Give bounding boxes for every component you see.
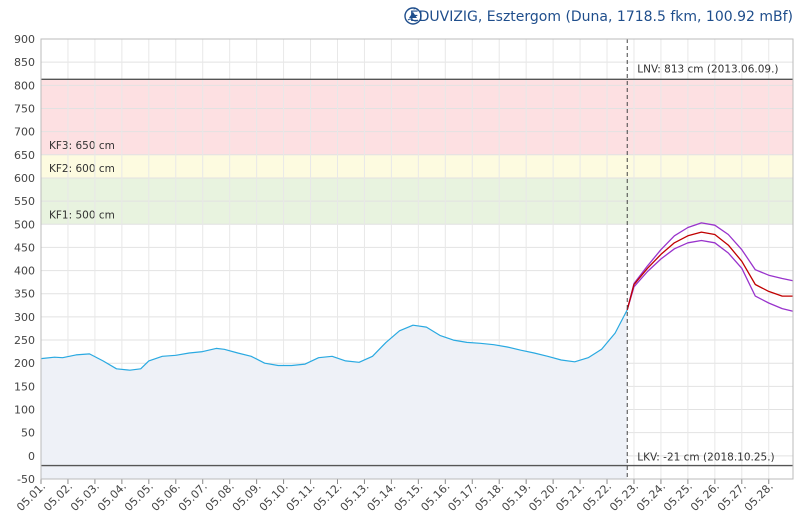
flood-level-bands: KF1: 500 cm KF2: 600 cm KF3: 650 cm xyxy=(41,79,793,225)
level-band-label: KF3: 650 cm xyxy=(49,140,115,152)
level-band xyxy=(41,154,793,178)
x-tick-label: 05.25. xyxy=(661,480,695,514)
x-tick-label: 05.17. xyxy=(445,480,479,514)
x-tick-label: 05.14. xyxy=(365,480,399,514)
x-tick-label: 05.22. xyxy=(580,480,614,514)
x-tick-label: 05.09. xyxy=(230,480,264,514)
x-tick-label: 05.16. xyxy=(418,480,452,514)
level-band xyxy=(41,79,793,155)
x-tick-label: 05.21. xyxy=(553,480,587,514)
y-tick-label: 200 xyxy=(14,357,35,370)
y-tick-label: 400 xyxy=(14,265,35,278)
reference-lines: LNV: 813 cm (2013.06.09.) LKV: -21 cm (20… xyxy=(41,39,793,479)
x-tick-label: 05.20. xyxy=(526,480,560,514)
series-line-forecast xyxy=(626,231,793,311)
chart-header: ÉDUVIZIG, Esztergom (Duna, 1718.5 fkm, 1… xyxy=(404,7,793,25)
lnv-label: LNV: 813 cm (2013.06.09.) xyxy=(637,63,778,75)
level-band-label: KF1: 500 cm xyxy=(49,209,115,221)
y-tick-label: 600 xyxy=(14,172,35,185)
x-axis: 05.01.05.02.05.03.05.04.05.05.05.06.05.0… xyxy=(14,479,776,514)
x-tick-label: 05.28. xyxy=(742,480,776,514)
y-tick-label: 100 xyxy=(14,404,35,417)
x-tick-label: 05.18. xyxy=(472,480,506,514)
y-tick-label: -50 xyxy=(17,473,35,486)
x-tick-label: 05.05. xyxy=(122,480,156,514)
chart-title: ÉDUVIZIG, Esztergom (Duna, 1718.5 fkm, 1… xyxy=(410,8,793,25)
x-tick-label: 05.10. xyxy=(257,480,291,514)
y-tick-label: 700 xyxy=(14,126,35,139)
chart-series xyxy=(40,222,794,371)
x-tick-label: 05.27. xyxy=(715,480,749,514)
series-line-forecast-lower xyxy=(626,239,794,312)
measured-area-fill xyxy=(41,309,628,479)
x-tick-label: 05.15. xyxy=(392,480,426,514)
y-tick-label: 900 xyxy=(14,33,35,46)
eduvizig-logo-icon xyxy=(404,7,422,25)
level-band-label: KF2: 600 cm xyxy=(49,163,115,175)
y-tick-label: 650 xyxy=(14,149,35,162)
y-tick-label: 50 xyxy=(21,427,35,440)
y-tick-label: 750 xyxy=(14,102,35,115)
x-tick-label: 05.23. xyxy=(607,480,641,514)
x-tick-label: 05.26. xyxy=(688,480,722,514)
y-tick-label: 500 xyxy=(14,218,35,231)
x-tick-label: 05.24. xyxy=(634,480,668,514)
y-tick-label: 250 xyxy=(14,334,35,347)
y-tick-label: 150 xyxy=(14,380,35,393)
plot-border xyxy=(40,38,794,480)
y-tick-label: 300 xyxy=(14,311,35,324)
lkv-label: LKV: -21 cm (2018.10.25.) xyxy=(637,452,774,464)
x-tick-label: 05.12. xyxy=(311,480,345,514)
y-tick-label: 800 xyxy=(14,79,35,92)
y-tick-label: 350 xyxy=(14,288,35,301)
plot-frame xyxy=(40,38,794,480)
y-tick-label: 450 xyxy=(14,241,35,254)
y-tick-label: 850 xyxy=(14,56,35,69)
x-tick-label: 05.04. xyxy=(95,480,129,514)
x-tick-label: 05.19. xyxy=(499,480,533,514)
x-tick-label: 05.08. xyxy=(203,480,237,514)
y-tick-label: 0 xyxy=(28,450,35,463)
series-line-forecast-upper xyxy=(626,222,794,311)
x-tick-label: 05.06. xyxy=(149,480,183,514)
x-tick-label: 05.07. xyxy=(176,480,210,514)
measured-area xyxy=(41,309,628,479)
y-axis: -50 0 50 100 150 200 250 300 350 400 450 500 550 600 6… xyxy=(14,33,35,486)
x-tick-label: 05.02. xyxy=(41,480,75,514)
x-tick-label: 05.11. xyxy=(284,480,318,514)
x-tick-label: 05.13. xyxy=(338,480,372,514)
x-tick-label: 05.03. xyxy=(68,480,102,514)
series-line-measured xyxy=(40,309,628,371)
y-tick-label: 550 xyxy=(14,195,35,208)
